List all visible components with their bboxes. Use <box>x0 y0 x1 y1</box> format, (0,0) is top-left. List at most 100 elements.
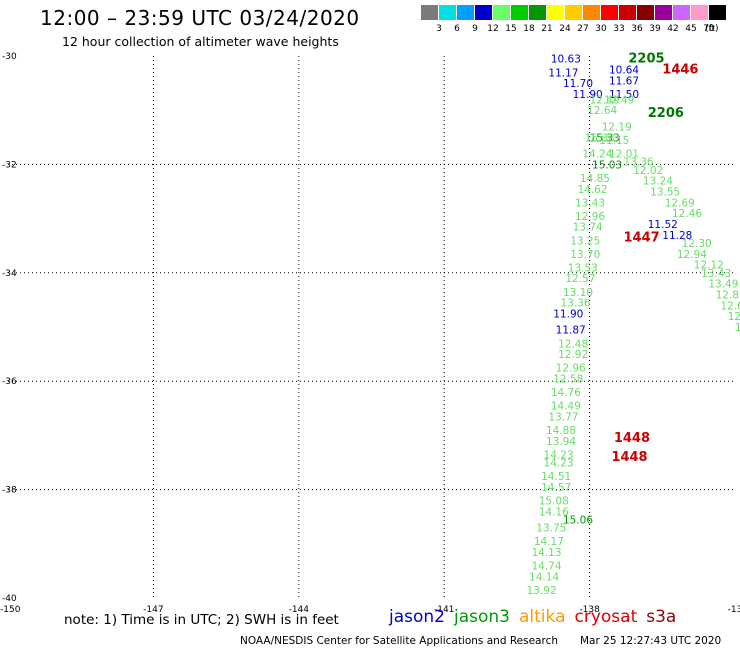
wave-height-label: 13.24 <box>643 176 673 188</box>
color-swatch <box>529 5 546 20</box>
satellite-legend-jason3: jason3 <box>454 607 510 627</box>
color-scale-label: 42 <box>667 24 679 34</box>
wave-height-label: 14.85 <box>580 173 610 185</box>
wave-height-label: 13.43 <box>575 197 605 209</box>
x-tick-label: -147 <box>143 605 163 615</box>
color-scale-label: 30 <box>595 24 607 34</box>
data-labels: 10.6311.1711.7011.9011.9011.8711.5211.28… <box>527 52 740 597</box>
wave-height-label: 11.50 <box>609 89 639 101</box>
color-swatch <box>709 5 726 20</box>
y-tick-label: -40 <box>2 594 17 604</box>
wave-height-label: 12.49 <box>604 94 634 106</box>
wave-height-label: 12.57 <box>565 273 595 285</box>
units-note: note: 1) Time is in UTC; 2) SWH is in fe… <box>64 612 339 628</box>
wave-height-label: 10.64 <box>609 65 639 77</box>
satellite-legend-altika: altika <box>519 607 566 627</box>
color-swatch <box>619 5 636 20</box>
generated-timestamp: Mar 25 12:27:43 UTC 2020 <box>580 635 722 647</box>
wave-height-label: 14.62 <box>577 184 607 196</box>
color-scale-label: 24 <box>559 24 571 34</box>
wave-height-label: 12.69 <box>665 197 695 209</box>
wave-height-label: 15.08 <box>539 495 569 507</box>
pass-time-label: 1447 <box>624 231 660 246</box>
wave-height-label: 12.58 <box>553 373 583 385</box>
x-tick-label: -13 <box>728 605 740 615</box>
wave-height-label: 12.78 <box>735 322 740 334</box>
wave-height-label: 13.94 <box>546 436 576 448</box>
wave-height-label: 12.02 <box>633 165 663 177</box>
color-scale-label: 70 <box>703 24 715 34</box>
wave-height-label: 13.55 <box>650 187 680 199</box>
satellite-legend: jason2 jason3 altika cryosat s3a <box>389 607 685 627</box>
color-swatch <box>691 5 708 20</box>
wave-height-label: 11.67 <box>609 75 639 87</box>
wave-height-label: 11.87 <box>556 325 586 337</box>
wave-height-label: 12.94 <box>677 249 707 261</box>
axis-tick-labels: -150 -147 -144 -141 -138 -13 -30 -32 -34 -36 -38 -4… <box>0 52 740 615</box>
x-tick-label: -138 <box>579 605 600 615</box>
wave-height-label: 12.36 <box>728 311 740 323</box>
color-swatch <box>655 5 672 20</box>
wave-height-label: 12.12 <box>694 260 724 272</box>
color-scale-label: 18 <box>523 24 535 34</box>
color-scale-label: 6 <box>454 24 460 34</box>
color-scale-label: 3 <box>436 24 442 34</box>
color-scale-label: 15 <box>505 24 517 34</box>
wave-height-label: 11.70 <box>563 78 593 90</box>
color-scale-label: 27 <box>577 24 589 34</box>
color-swatch <box>673 5 690 20</box>
x-tick-label: -150 <box>0 605 21 615</box>
wave-height-label: 11.90 <box>573 89 603 101</box>
wave-height-label: 14.17 <box>534 536 564 548</box>
wave-height-label: 15.06 <box>563 514 593 526</box>
wave-height-label: 13.36 <box>624 157 654 169</box>
wave-height-label: 12.46 <box>672 208 702 220</box>
x-tick-label: -141 <box>434 605 454 615</box>
wave-height-label: 12.64 <box>587 105 617 117</box>
pass-time-label: 2205 <box>628 52 664 67</box>
wave-height-label: 15.03 <box>592 159 622 171</box>
color-swatch <box>457 5 474 20</box>
chart-subtitle: 12 hour collection of altimeter wave hei… <box>62 34 339 49</box>
pass-time-label: 1446 <box>662 63 698 78</box>
wave-height-label: 14.14 <box>529 571 559 583</box>
wave-height-label: 13.43 <box>701 268 731 280</box>
color-scale-label: 33 <box>613 24 625 34</box>
wave-height-label: 15.33 <box>590 132 620 144</box>
wave-height-label: 12.92 <box>558 349 588 361</box>
color-scale-label: 36 <box>631 24 643 34</box>
y-tick-label: -32 <box>2 160 17 170</box>
wave-height-label: 14.13 <box>531 547 561 559</box>
satellite-legend-jason2: jason2 <box>389 607 445 627</box>
wave-height-label: 14.49 <box>551 401 581 413</box>
color-scale-label: 21 <box>541 24 553 34</box>
wave-height-label: 10.63 <box>551 54 581 66</box>
color-swatch <box>421 5 438 20</box>
pass-time-label: 2206 <box>648 106 684 121</box>
wave-height-label: 14.16 <box>539 506 569 518</box>
wave-height-label: 14.51 <box>541 471 571 483</box>
wave-height-label: 12.67 <box>720 300 740 312</box>
wave-height-label: 13.10 <box>563 287 593 299</box>
wave-height-label: 13.75 <box>536 523 566 535</box>
color-swatch <box>637 5 654 20</box>
wave-height-label: 11.17 <box>548 67 578 79</box>
wave-height-label: 12.48 <box>558 338 588 350</box>
color-swatch <box>475 5 492 20</box>
color-swatch <box>565 5 582 20</box>
wave-height-label: 14.74 <box>531 560 561 572</box>
wave-height-label: 13.53 <box>568 262 598 274</box>
pass-time-label: 1448 <box>611 450 647 465</box>
y-tick-label: -38 <box>2 486 17 496</box>
wave-height-label: 12.96 <box>556 363 586 375</box>
pass-time-label: 1448 <box>614 431 650 446</box>
wave-height-label: 11.28 <box>662 230 692 242</box>
color-scale-label: 39 <box>649 24 661 34</box>
color-swatch <box>493 5 510 20</box>
y-tick-label: -36 <box>2 377 17 387</box>
wave-height-label: 11.90 <box>553 308 583 320</box>
wave-height-label: 14.23 <box>544 449 574 461</box>
wave-height-label: 11.52 <box>648 219 678 231</box>
wave-height-label: 12.85 <box>716 289 740 301</box>
